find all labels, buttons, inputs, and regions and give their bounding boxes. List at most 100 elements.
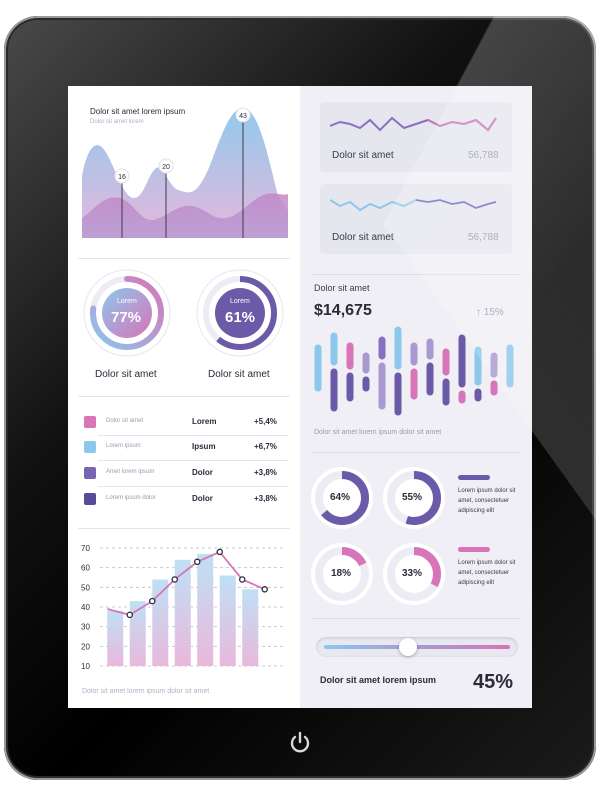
area-chart: 16 20 43 (82, 107, 288, 238)
row-value: +3,8% (254, 494, 277, 503)
left-panel: Dolor sit amet lorem ipsum Dolor sit ame… (68, 86, 300, 708)
marker-label-20: 20 (162, 164, 170, 171)
marker-dot-16 (114, 168, 130, 184)
donut-77 (83, 269, 171, 357)
stats-change-value: 15% (483, 307, 504, 318)
left-divider-3 (78, 528, 290, 529)
ring-18 (311, 543, 373, 605)
series-line (107, 550, 266, 616)
row-desc: Lorem ipsum dolor (106, 495, 156, 501)
donut-77-caption: Dolor sit amet (95, 369, 157, 380)
line-point (216, 548, 223, 556)
sparkline-card-2: Dolor sit amet 56,788 (320, 184, 512, 254)
sparkline-2-value: 56,788 (468, 232, 499, 243)
slider-handle[interactable] (398, 638, 417, 656)
row-swatch (84, 441, 96, 453)
marker-dot-43 (235, 107, 251, 123)
left-divider-1 (78, 258, 290, 259)
legend-swatch-pink (458, 547, 490, 552)
row-name: Ipsum (192, 442, 216, 451)
row-desc: Amet lorem ipsum (106, 469, 155, 475)
left-divider-2 (78, 396, 290, 397)
sparkline-1-value: 56,788 (468, 150, 499, 161)
stats-change: ↑ 15% (476, 307, 504, 318)
y-tick-label: 60 (81, 564, 90, 573)
line-point (126, 611, 134, 619)
row-name: Dolor (192, 494, 213, 503)
row-swatch (84, 493, 96, 505)
bar (174, 559, 191, 666)
marker-label-43: 43 (239, 113, 247, 120)
right-divider-1 (312, 274, 520, 275)
right-divider-2 (312, 452, 520, 453)
marker-dot-20 (158, 158, 174, 174)
ring-64 (311, 467, 373, 529)
area-chart-subtitle: Dolor sit amet lorem (90, 119, 144, 125)
ring-64-label: 64% (330, 492, 351, 503)
stats-title: Dolor sit amet (314, 283, 370, 293)
bar (107, 610, 124, 666)
area-back (82, 107, 288, 238)
sparkline-1 (330, 116, 497, 132)
stats-caption: Dolor sit amet lorem ipsum dolor sit ame… (314, 429, 442, 436)
row-desc: Dolor sit amet (106, 418, 144, 424)
right-divider-3 (312, 618, 520, 619)
right-panel: Dolor sit amet 56,788 Dolor sit amet 56,… (300, 86, 532, 708)
ring-arc (315, 547, 369, 601)
row-desc: Lorem ipsum (106, 443, 141, 449)
line-point (238, 576, 246, 583)
y-tick-label: 30 (81, 623, 90, 632)
power-icon[interactable] (287, 730, 313, 756)
vertical-bars (314, 326, 514, 416)
row-name: Lorem (192, 417, 217, 426)
line-point (261, 586, 268, 593)
sparkline-2 (330, 198, 497, 212)
donut-61-value: 61% (225, 309, 256, 326)
bar (219, 575, 236, 666)
bar-line-chart: 10 20 30 40 50 60 70 (81, 544, 284, 671)
slider-fill (324, 645, 510, 649)
arrow-up-icon: ↑ (476, 307, 481, 318)
y-tick-label: 70 (81, 544, 90, 553)
ring-55-label: 55% (402, 492, 423, 503)
area-chart-title: Dolor sit amet lorem ipsum (90, 107, 186, 116)
line-point (171, 576, 179, 583)
ring-33-label: 33% (402, 568, 423, 579)
ring-55 (383, 467, 445, 529)
ring-18-label: 18% (331, 568, 352, 579)
row-swatch (84, 467, 96, 479)
donut-61 (196, 269, 284, 357)
y-tick-label: 50 (81, 583, 90, 592)
legend-text-1: Lorem ipsum dolor sit amet, consectetuer… (458, 488, 516, 514)
y-tick-label: 10 (81, 662, 90, 671)
ring-arc (387, 471, 441, 525)
donut-61-small: Lorem (230, 298, 250, 305)
bar (197, 553, 214, 666)
legend-text-2: Lorem ipsum dolor sit amet, consectetuer… (458, 560, 516, 586)
row-name: Dolor (192, 468, 213, 477)
ring-33 (383, 543, 445, 605)
line-point (194, 558, 201, 566)
donut-77-small: Lorem (117, 298, 137, 305)
dashboard-screen: Dolor sit amet lorem ipsum Dolor sit ame… (68, 86, 532, 708)
ring-arc (387, 547, 441, 601)
sparkline-1-label: Dolor sit amet (332, 150, 394, 161)
area-front (82, 193, 288, 238)
stats-amount: $14,675 (314, 302, 372, 319)
line-point (149, 597, 156, 605)
slider-track[interactable] (316, 637, 518, 657)
donut-61-caption: Dolor sit amet (208, 369, 270, 380)
sparkline-2-label: Dolor sit amet (332, 232, 394, 243)
legend-swatch-purple (458, 475, 490, 480)
y-tick-label: 40 (81, 603, 90, 612)
sparkline-card-1: Dolor sit amet 56,788 (320, 102, 512, 172)
bar (242, 589, 259, 666)
bar (129, 601, 146, 666)
bar-chart-caption: Dolor sit amet lorem ipsum dolor sit ame… (82, 688, 210, 695)
y-tick-label: 20 (81, 642, 90, 651)
row-value: +6,7% (254, 442, 277, 451)
row-swatch (84, 416, 96, 428)
ring-arc (315, 471, 369, 525)
marker-label-16: 16 (118, 174, 126, 181)
slider-value: 45% (473, 671, 514, 693)
